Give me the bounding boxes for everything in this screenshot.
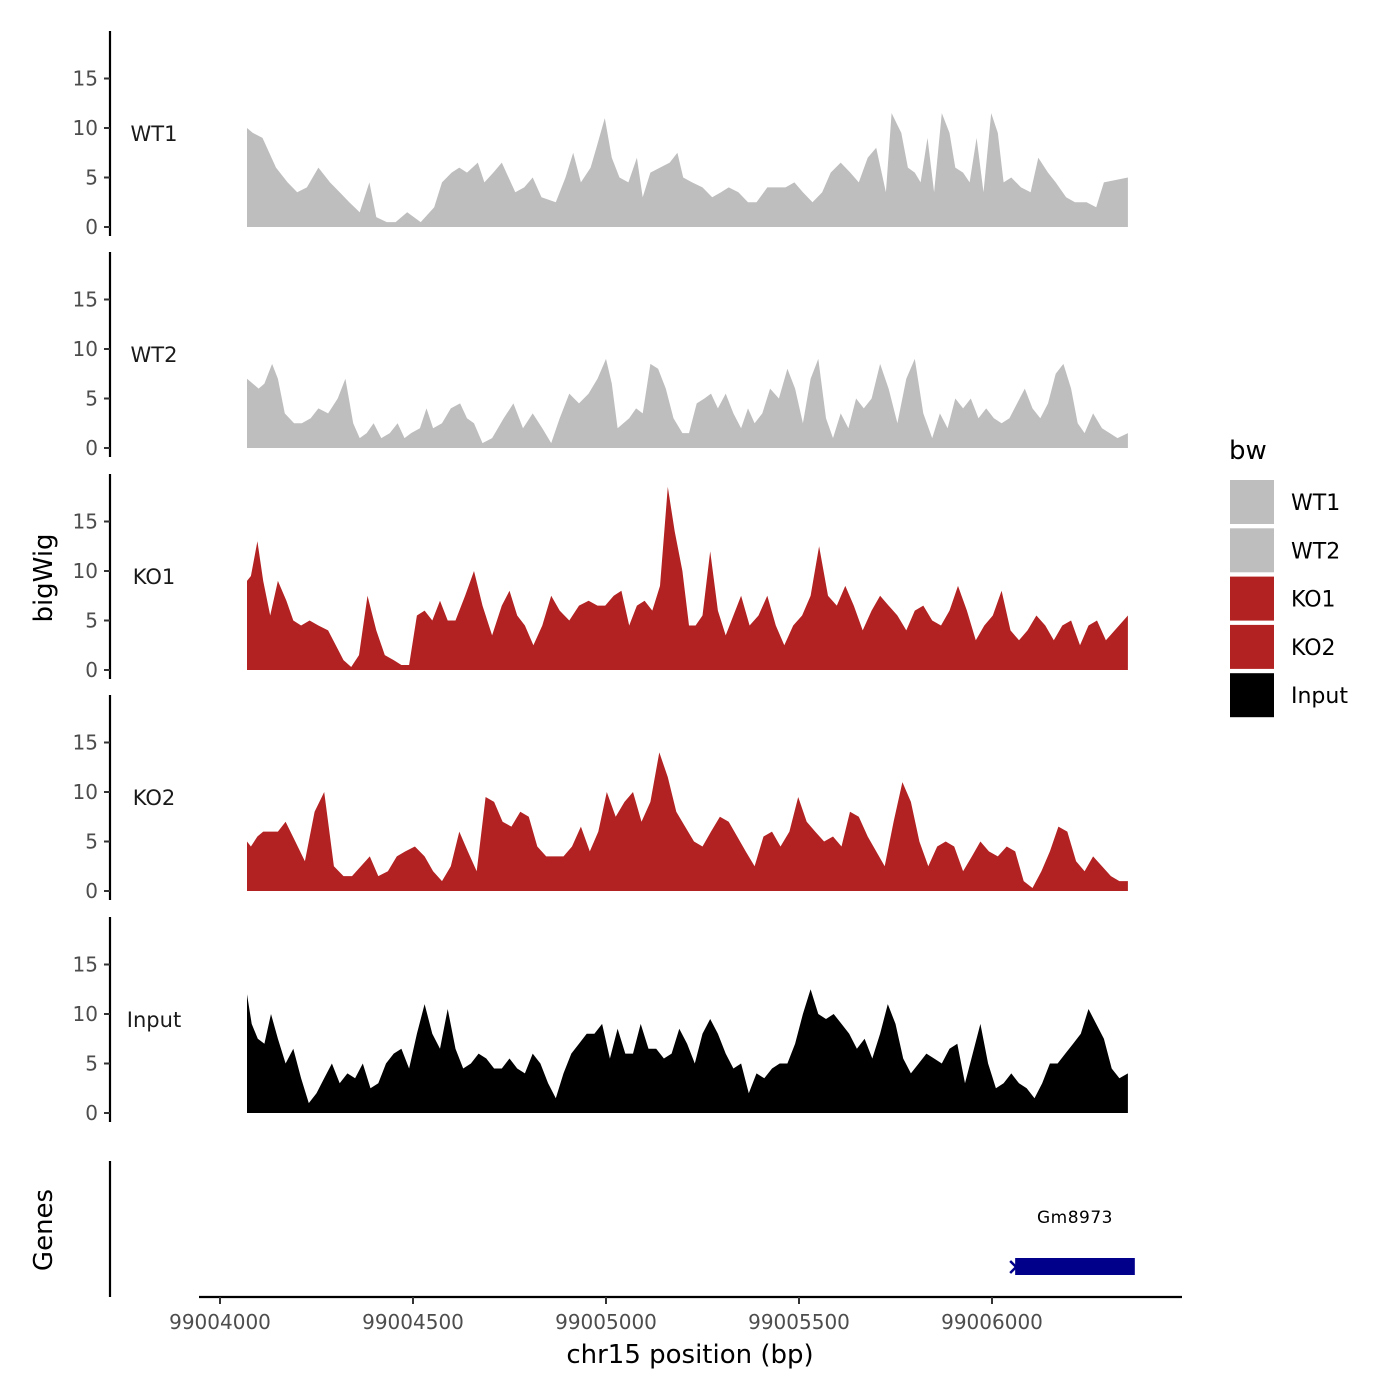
y-tick-label: 5: [85, 166, 98, 190]
x-tick-label: 99004000: [169, 1310, 271, 1334]
track-ko2: 0 5 10 15 KO2: [73, 695, 1128, 903]
track-label: KO2: [133, 786, 176, 810]
legend-swatch: [1230, 480, 1274, 524]
x-axis-title: chr15 position (bp): [566, 1340, 813, 1370]
legend-swatch: [1230, 624, 1274, 669]
track-wt1: 0 5 10 15 WT1: [73, 31, 1128, 239]
legend-item-input: Input: [1230, 673, 1348, 718]
track-area-ko2: [247, 752, 1128, 891]
y-tick-label: 0: [85, 436, 98, 460]
x-axis: 99004000 99004500 99005000 99005500 99006000: [169, 1295, 1182, 1334]
legend-label: WT1: [1291, 491, 1340, 516]
y-tick-label: 15: [73, 67, 98, 91]
y-tick-label: 5: [85, 387, 98, 411]
x-tick-label: 99005500: [748, 1310, 850, 1334]
x-tick-label: 99005000: [555, 1310, 657, 1334]
legend-swatch: [1230, 576, 1274, 621]
gene-gm8973: Gm8973: [1009, 1208, 1135, 1275]
legend-label: KO2: [1291, 636, 1336, 661]
gene-label: Gm8973: [1037, 1208, 1113, 1228]
gene-strand-arrow: [1009, 1260, 1018, 1274]
genes-panel: Gm8973: [108, 1161, 1135, 1297]
gene-body: [1015, 1258, 1135, 1275]
track-label: Input: [127, 1008, 181, 1032]
x-tick-label: 99004500: [362, 1310, 464, 1334]
y-tick-label: 10: [73, 1002, 98, 1026]
legend-item-wt1: WT1: [1230, 480, 1340, 524]
track-area-wt1: [247, 113, 1128, 227]
track-label: WT1: [131, 122, 178, 146]
y-tick-label: 15: [73, 953, 98, 977]
track-area-input: [247, 989, 1128, 1113]
track-label: KO1: [133, 565, 176, 589]
y-axis-title: bigWig: [29, 533, 59, 622]
y-tick-label: 0: [85, 215, 98, 239]
track-input: 0 5 10 15 Input: [73, 917, 1128, 1125]
track-ko1: 0 5 10 15 KO1: [73, 474, 1128, 682]
x-tick-label: 99006000: [941, 1310, 1043, 1334]
legend: bw WT1 WT2 KO1 KO2 Input: [1229, 436, 1348, 718]
legend-swatch: [1230, 673, 1274, 718]
legend-swatch: [1230, 528, 1274, 573]
track-area-wt2: [247, 358, 1128, 448]
y-tick-label: 10: [73, 116, 98, 140]
y-tick-label: 10: [73, 559, 98, 583]
track-label: WT2: [131, 343, 178, 367]
legend-item-ko1: KO1: [1230, 576, 1336, 621]
y-tick-label: 15: [73, 510, 98, 534]
y-tick-label: 15: [73, 288, 98, 312]
y-tick-label: 5: [85, 830, 98, 854]
legend-item-wt2: WT2: [1230, 528, 1340, 573]
track-wt2: 0 5 10 15 WT2: [73, 252, 1128, 460]
legend-item-ko2: KO2: [1230, 624, 1336, 669]
y-tick-label: 10: [73, 780, 98, 804]
genes-axis-title: Genes: [29, 1189, 59, 1271]
legend-label: WT2: [1291, 539, 1340, 564]
legend-title: bw: [1229, 436, 1267, 466]
y-tick-label: 0: [85, 1101, 98, 1125]
y-tick-label: 10: [73, 337, 98, 361]
track-panels: 0 5 10 15 WT1 0 5 10 15 WT2 0 5 10 15 KO1 0 5 10 15 KO2 0 5 10…: [73, 31, 1128, 1125]
y-tick-label: 0: [85, 879, 98, 903]
legend-label: KO1: [1291, 588, 1336, 613]
y-tick-label: 5: [85, 609, 98, 633]
track-area-ko1: [247, 486, 1128, 670]
legend-label: Input: [1291, 684, 1348, 709]
y-tick-label: 15: [73, 731, 98, 755]
y-tick-label: 0: [85, 658, 98, 682]
y-tick-label: 5: [85, 1052, 98, 1076]
